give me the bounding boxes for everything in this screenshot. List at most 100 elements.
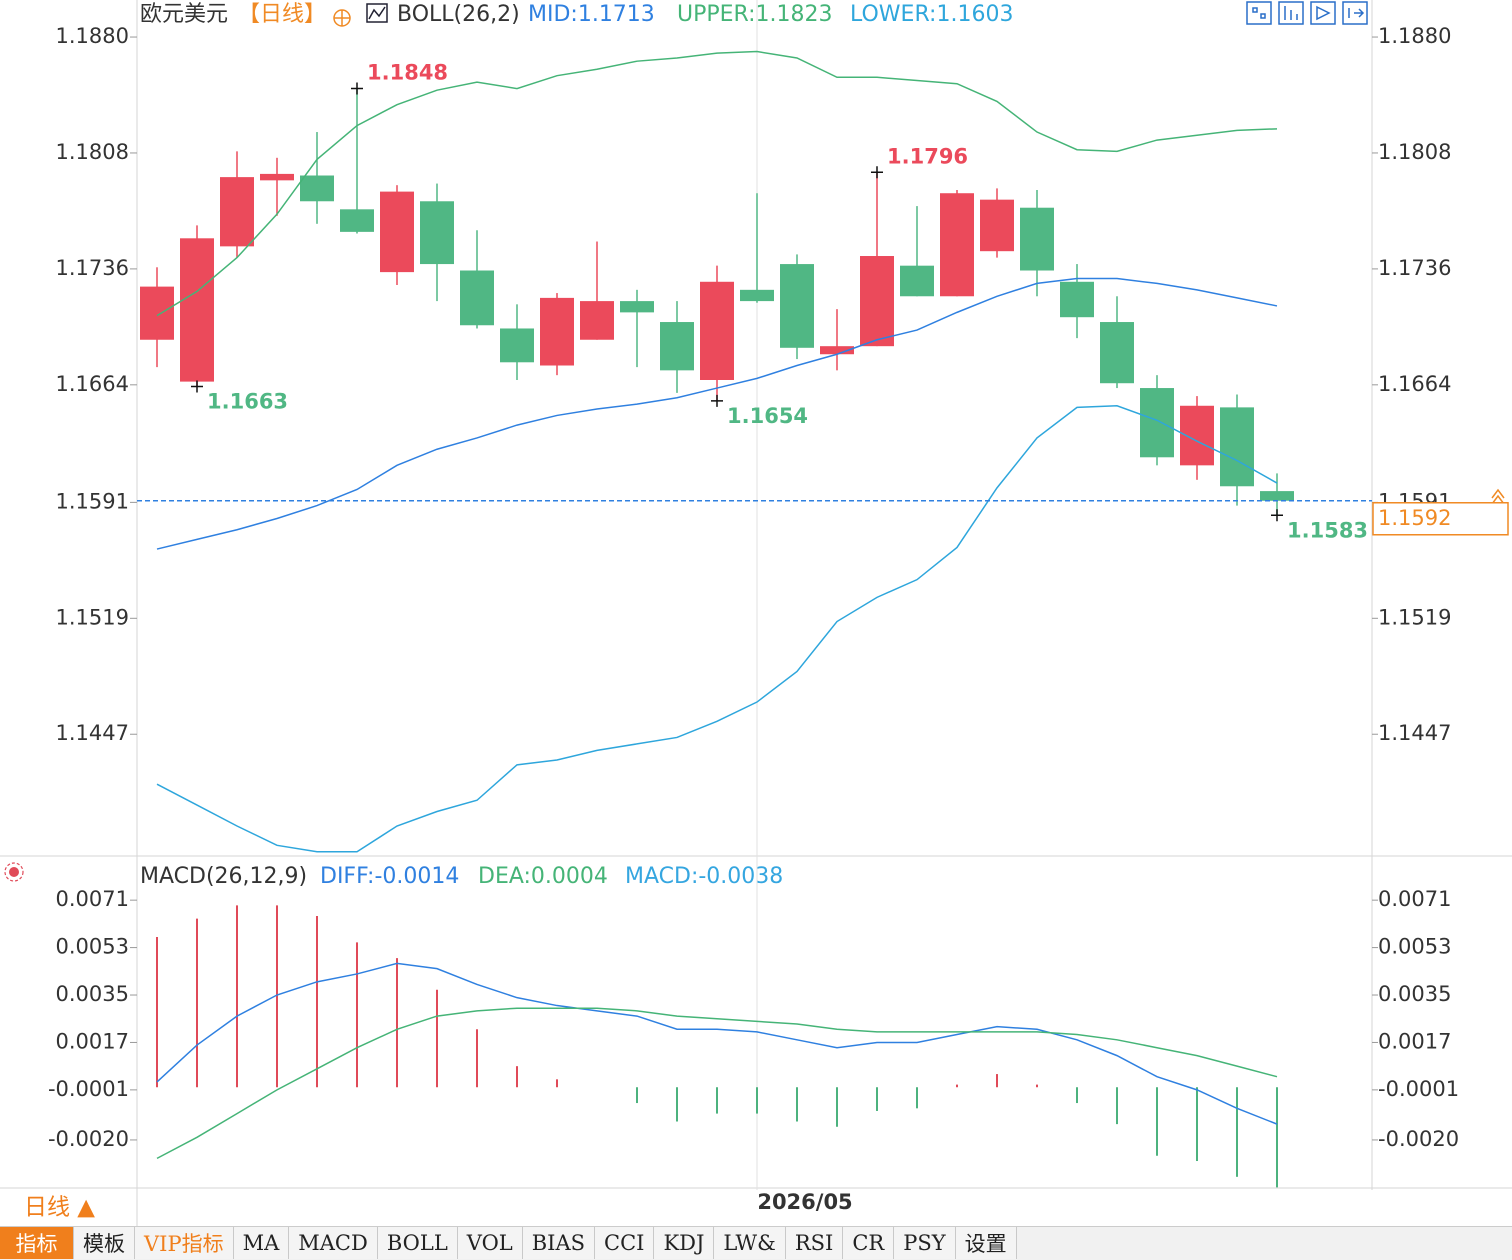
candle-body bbox=[1220, 407, 1254, 487]
candle-body bbox=[220, 177, 254, 247]
tab[interactable]: KDJ bbox=[654, 1227, 715, 1259]
extreme-label: 1.1583 bbox=[1287, 518, 1368, 542]
tab[interactable]: CCI bbox=[595, 1227, 655, 1259]
candle-body bbox=[340, 209, 374, 232]
y-tick-label: 1.1808 bbox=[56, 140, 129, 164]
candle-body bbox=[740, 289, 774, 302]
y-tick-label: 1.1880 bbox=[56, 24, 129, 48]
candle-body bbox=[620, 301, 654, 313]
y-tick-label-right: 0.0017 bbox=[1378, 1029, 1451, 1053]
y-tick-label: 1.1664 bbox=[56, 372, 129, 396]
y-tick-label-right: 0.0071 bbox=[1378, 887, 1451, 911]
extreme-marker bbox=[191, 380, 203, 393]
legend-dea: DEA:0.0004 bbox=[478, 864, 608, 889]
y-tick-label: 1.1447 bbox=[56, 721, 129, 745]
indicator-name: BOLL(26,2) bbox=[397, 2, 520, 27]
y-tick-label: 0.0053 bbox=[56, 935, 129, 959]
x-tick-label: 2026/05 bbox=[757, 1190, 852, 1214]
candle-body bbox=[1140, 388, 1174, 458]
y-tick-label: 1.1591 bbox=[56, 489, 129, 513]
candle-body bbox=[700, 281, 734, 380]
tab[interactable]: BIAS bbox=[522, 1227, 596, 1259]
candle-body bbox=[660, 322, 694, 371]
candle-body bbox=[980, 199, 1014, 252]
candle-body bbox=[580, 301, 614, 340]
candle-body bbox=[780, 264, 814, 348]
toolbar-icons[interactable] bbox=[1246, 1, 1368, 25]
extreme-label: 1.1654 bbox=[727, 404, 808, 428]
y-tick-label-right: 1.1519 bbox=[1378, 605, 1451, 629]
series-line bbox=[156, 50, 1278, 317]
y-tick-label: 0.0035 bbox=[56, 982, 129, 1006]
tab[interactable]: VIP指标 bbox=[135, 1227, 234, 1259]
extreme-label: 1.1663 bbox=[207, 389, 288, 413]
series-line bbox=[156, 405, 1278, 853]
series-line bbox=[156, 1007, 1278, 1160]
macd-title: MACD(26,12,9) bbox=[140, 864, 307, 889]
legend-mid: MID:1.1713 bbox=[528, 2, 655, 27]
y-tick-label-right: 1.1447 bbox=[1378, 721, 1451, 745]
tab[interactable]: RSI bbox=[785, 1227, 844, 1259]
candle-body bbox=[260, 173, 294, 181]
tab-bar: 指标 模板 VIP指标 MA MACD BOLL VOL BIAS CCI KDJ LW& RSI CR… bbox=[0, 1226, 1512, 1260]
y-tick-label-right: 1.1664 bbox=[1378, 372, 1451, 396]
y-tick-label: -0.0020 bbox=[48, 1127, 129, 1151]
instrument-title: 欧元美元 bbox=[140, 2, 228, 27]
extreme-label: 1.1796 bbox=[887, 144, 968, 168]
tab[interactable]: 模板 bbox=[74, 1227, 135, 1259]
tab[interactable]: VOL bbox=[457, 1227, 523, 1259]
tab[interactable]: LW& bbox=[714, 1227, 786, 1259]
candle-body bbox=[940, 193, 974, 297]
candle-body bbox=[540, 297, 574, 366]
tab[interactable]: 指标 bbox=[0, 1227, 74, 1259]
legend-lower: LOWER:1.1603 bbox=[850, 2, 1013, 27]
price-arrow-icon bbox=[1491, 488, 1505, 505]
y-tick-label-right: -0.0020 bbox=[1378, 1127, 1459, 1151]
y-tick-label-right: 1.1736 bbox=[1378, 256, 1451, 280]
candle-body bbox=[140, 286, 174, 340]
candle-body bbox=[900, 265, 934, 297]
tab[interactable]: BOLL bbox=[377, 1227, 458, 1259]
legend-macd: MACD:-0.0038 bbox=[625, 864, 783, 889]
y-tick-label: 0.0017 bbox=[56, 1029, 129, 1053]
indicator-icon[interactable] bbox=[366, 3, 388, 23]
candle-body bbox=[300, 175, 334, 202]
last-price-label: 1.1592 bbox=[1378, 506, 1451, 530]
chart: 欧元美元 【日线】 BOLL(26,2) MID:1.1713 UPPER:1.… bbox=[0, 0, 1512, 1226]
tab[interactable]: CR bbox=[843, 1227, 895, 1259]
candle-body bbox=[1260, 491, 1294, 501]
y-tick-label-right: 0.0035 bbox=[1378, 982, 1451, 1006]
y-tick-label: 1.1736 bbox=[56, 256, 129, 280]
candle-body bbox=[380, 191, 414, 273]
series-line bbox=[156, 277, 1278, 550]
extreme-marker bbox=[871, 166, 883, 179]
y-tick-label: 0.0071 bbox=[56, 887, 129, 911]
extreme-marker bbox=[1271, 509, 1283, 522]
candle-body bbox=[860, 256, 894, 347]
tab[interactable]: MACD bbox=[289, 1227, 378, 1259]
period-button[interactable]: 日线 ▲ bbox=[24, 1195, 95, 1221]
candle-body bbox=[420, 201, 454, 265]
series-line bbox=[156, 962, 1278, 1125]
legend-upper: UPPER:1.1823 bbox=[677, 2, 833, 27]
candle-body bbox=[820, 346, 854, 355]
tab[interactable]: PSY bbox=[894, 1227, 956, 1259]
candle-body bbox=[1100, 322, 1134, 384]
add-icon[interactable] bbox=[333, 9, 351, 27]
candle-body bbox=[180, 238, 214, 382]
candle-body bbox=[1020, 207, 1054, 271]
macd-icon[interactable] bbox=[4, 862, 24, 882]
extreme-marker bbox=[351, 82, 363, 95]
extreme-marker bbox=[711, 394, 723, 407]
y-tick-label: 1.1519 bbox=[56, 605, 129, 629]
y-tick-label-right: 0.0053 bbox=[1378, 935, 1451, 959]
period-label[interactable]: 【日线】 bbox=[238, 2, 326, 27]
tab[interactable]: 设置 bbox=[955, 1227, 1017, 1259]
extreme-label: 1.1848 bbox=[367, 61, 448, 85]
y-tick-label-right: -0.0001 bbox=[1378, 1077, 1459, 1101]
candle-body bbox=[460, 270, 494, 326]
tab[interactable]: MA bbox=[233, 1227, 290, 1259]
last-price-box bbox=[1372, 502, 1509, 536]
y-tick-label: -0.0001 bbox=[48, 1077, 129, 1101]
